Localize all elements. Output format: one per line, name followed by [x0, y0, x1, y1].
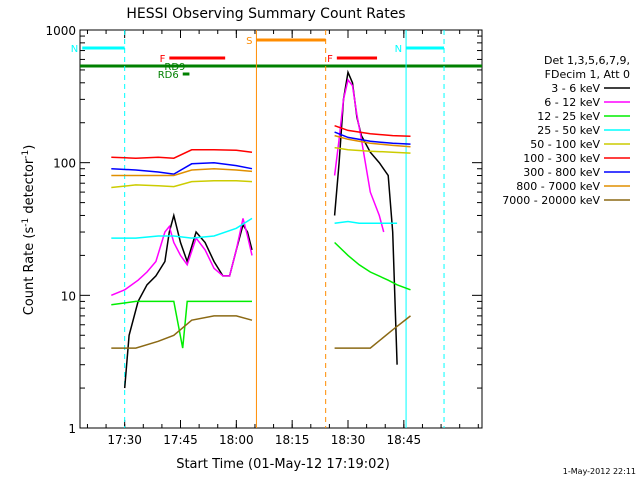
- marker-label: N: [395, 44, 402, 55]
- legend-entry: 3 - 6 keV: [551, 82, 600, 95]
- legend: Det 1,3,5,6,7,9,FDecim 1, Att 03 - 6 keV…: [502, 54, 630, 207]
- marker-label: S: [246, 36, 252, 47]
- legend-entry: 100 - 300 keV: [523, 152, 600, 165]
- marker-label: RD6: [158, 70, 179, 81]
- legend-entry: 6 - 12 keV: [544, 96, 600, 109]
- y-tick-label: 1000: [45, 24, 76, 38]
- x-axis-label: Start Time (01-May-12 17:19:02): [176, 457, 390, 472]
- y-tick-label: 100: [53, 157, 76, 171]
- timestamp: 1-May-2012 22:11: [563, 467, 636, 476]
- legend-entry: 300 - 800 keV: [523, 166, 600, 179]
- marker-label: F: [327, 54, 333, 65]
- y-axis-label: Count Rate (s-1 detector-1): [21, 145, 37, 316]
- legend-entry: 50 - 100 keV: [530, 138, 600, 151]
- series-lines: [111, 69, 411, 389]
- x-tick-label: 18:30: [331, 433, 366, 447]
- legend-entry: 800 - 7000 keV: [516, 180, 600, 193]
- y-tick-label: 1: [68, 422, 76, 436]
- x-tick-label: 18:00: [219, 433, 254, 447]
- legend-entry: 7000 - 20000 keV: [502, 194, 600, 207]
- legend-header: FDecim 1, Att 0: [545, 68, 630, 81]
- series-line: [111, 78, 385, 296]
- x-tick-label: 17:30: [107, 433, 142, 447]
- chart-title: HESSI Observing Summary Count Rates: [126, 6, 405, 22]
- y-tick-label: 10: [61, 289, 76, 303]
- legend-header: Det 1,3,5,6,7,9,: [544, 54, 630, 67]
- x-tick-label: 17:45: [163, 433, 198, 447]
- legend-entry: 25 - 50 keV: [537, 124, 600, 137]
- observing-markers: NNFFSRD9RD6: [71, 30, 482, 428]
- series-line: [111, 315, 411, 349]
- series-line: [111, 241, 411, 349]
- plot-frame: [79, 29, 483, 429]
- series-line: [111, 134, 411, 177]
- marker-label: F: [160, 54, 166, 65]
- y-axis: 1 10 100 1000: [45, 24, 482, 436]
- series-line: [111, 146, 411, 189]
- marker-label: N: [71, 44, 78, 55]
- x-tick-label: 18:45: [387, 433, 422, 447]
- x-axis: 17:30 17:45 18:00 18:15 18:30 18:45: [86, 30, 479, 447]
- series-line: [111, 124, 411, 159]
- series-line: [111, 131, 411, 175]
- legend-entry: 12 - 25 keV: [537, 110, 600, 123]
- x-tick-label: 18:15: [275, 433, 310, 447]
- series-line: [111, 217, 398, 239]
